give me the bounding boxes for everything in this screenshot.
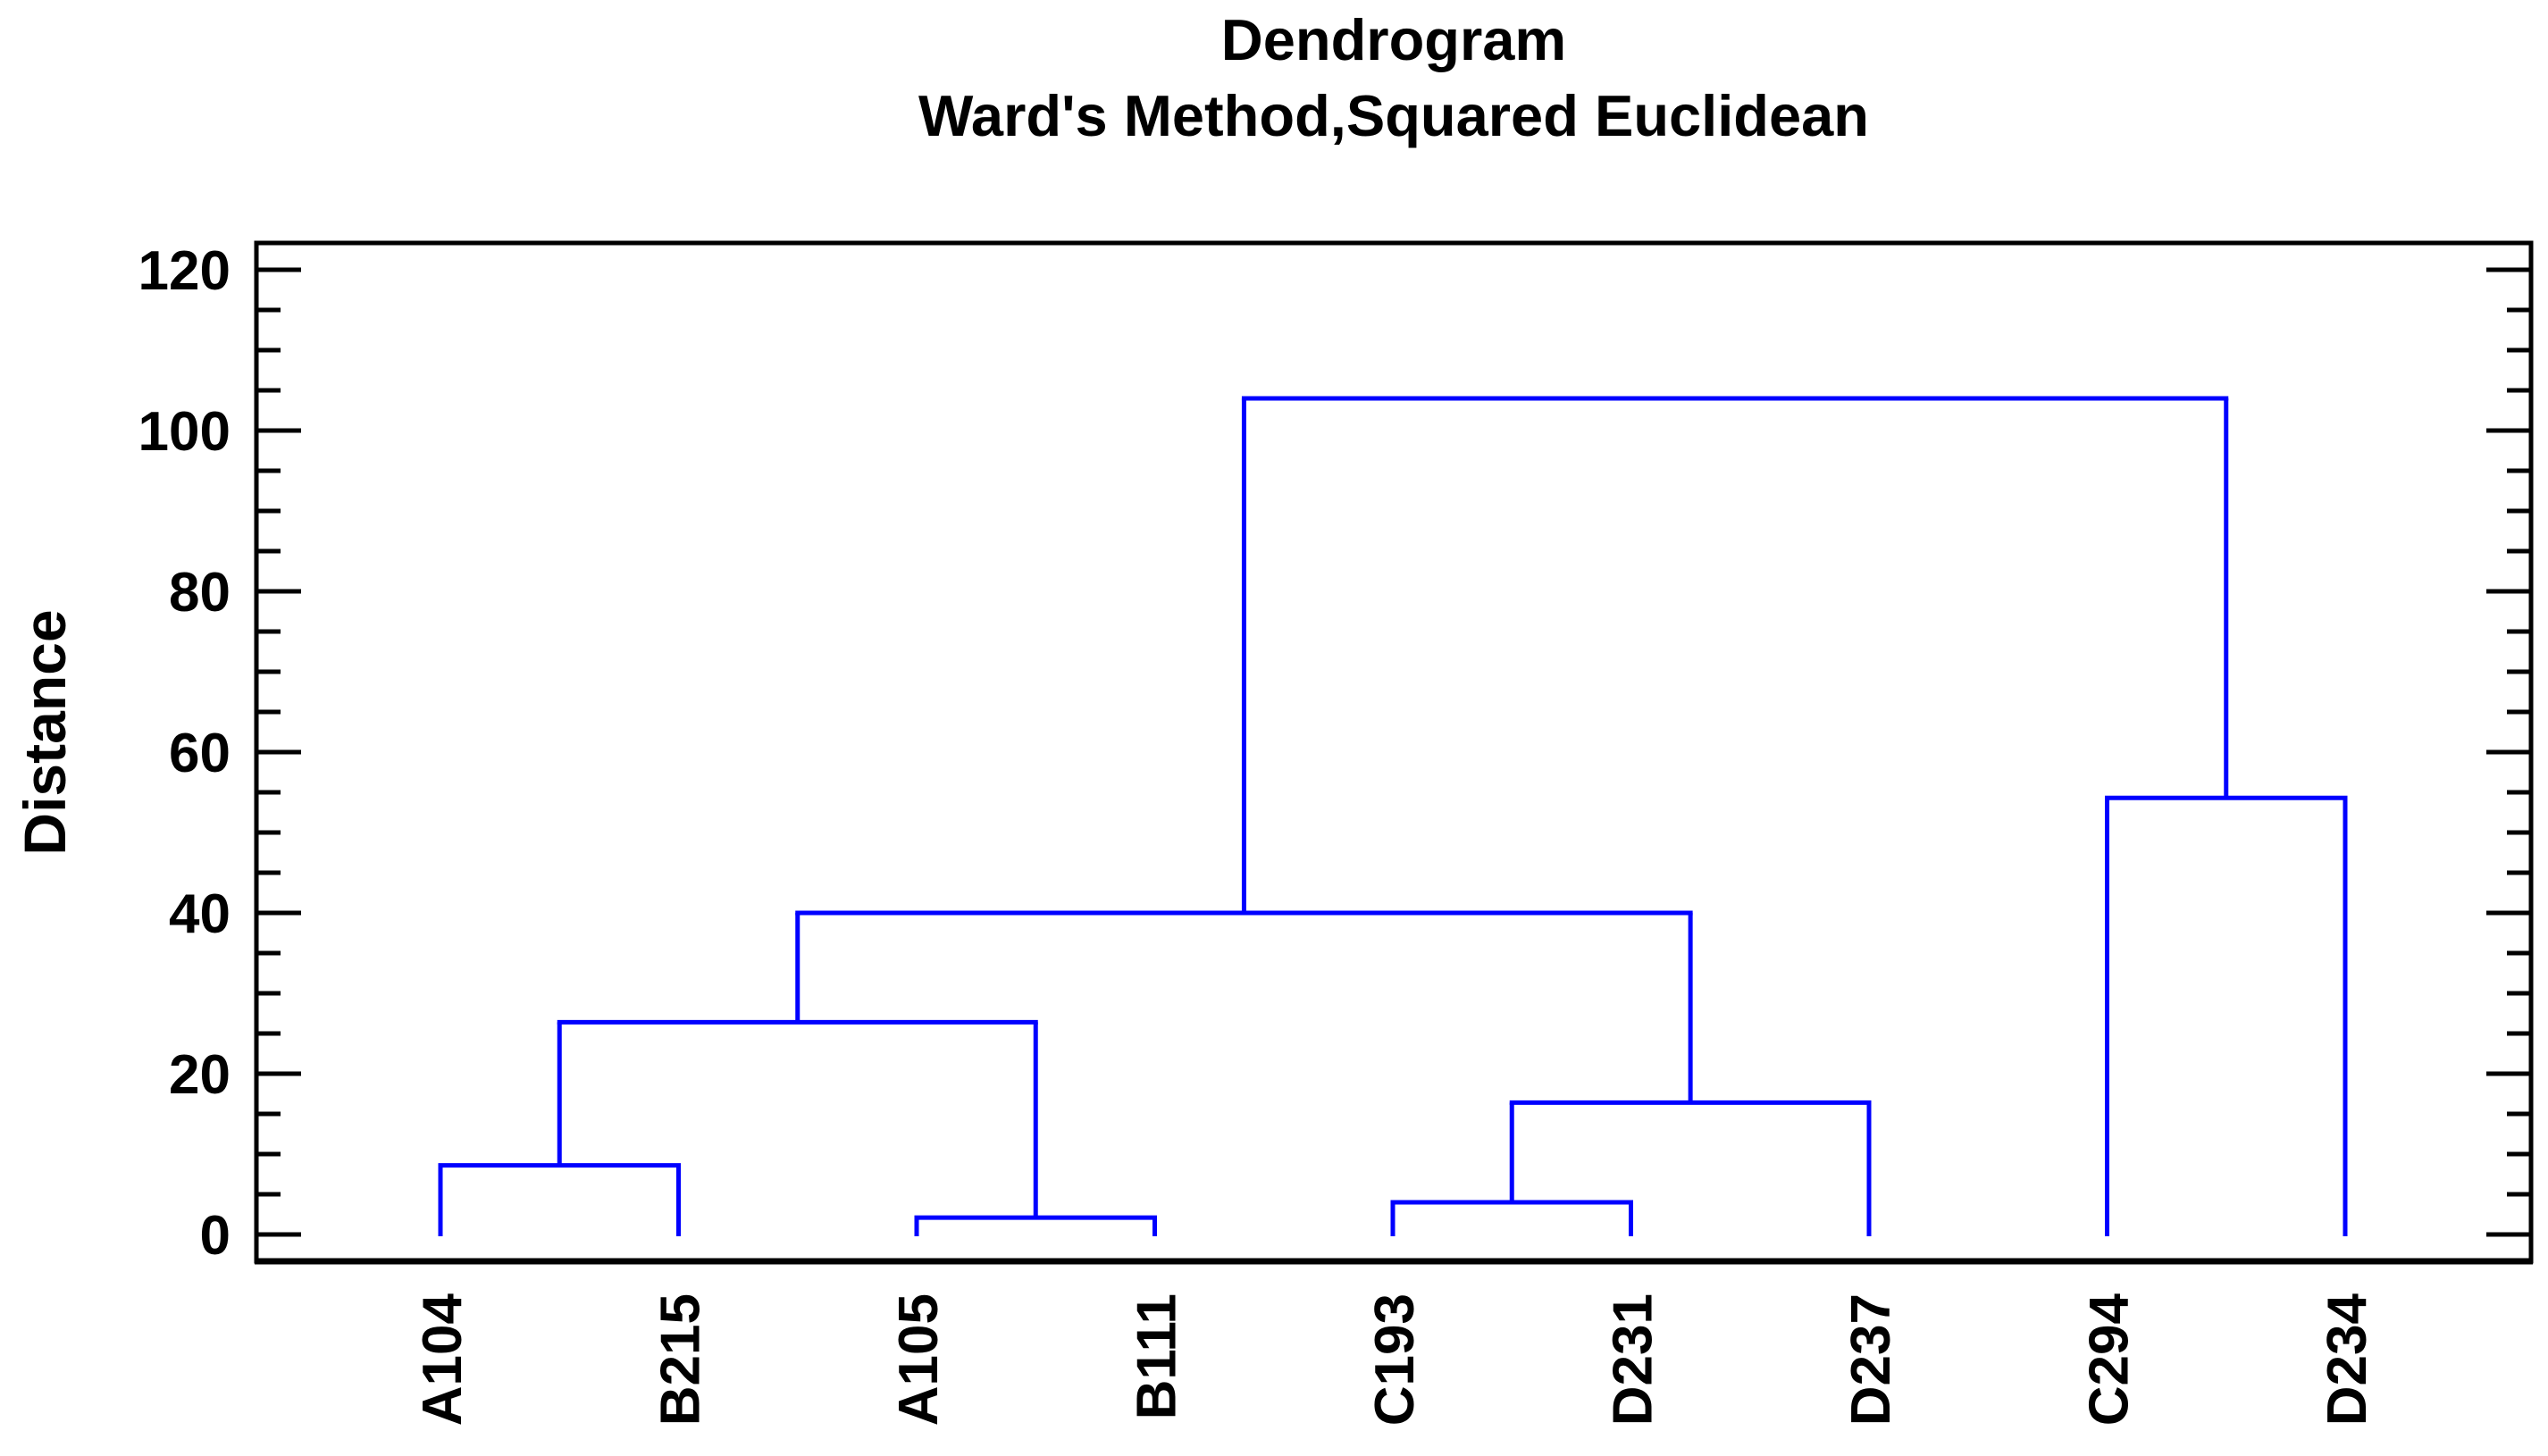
x-leaf-label: D237	[1840, 1293, 1902, 1426]
x-leaf-label: D231	[1603, 1293, 1664, 1426]
y-tick-label: 120	[138, 240, 230, 302]
y-tick-label: 100	[138, 401, 230, 463]
x-leaf-label: A105	[888, 1293, 950, 1426]
x-leaf-label: D234	[2317, 1293, 2378, 1426]
x-leaf-label: A104	[412, 1293, 474, 1426]
plot-frame	[254, 240, 2534, 1264]
y-tick-label: 40	[169, 883, 230, 945]
x-leaf-label: C193	[1364, 1293, 1426, 1426]
x-leaf-label: B111	[1127, 1293, 1188, 1419]
chart-subtitle: Ward's Method,Squared Euclidean	[918, 83, 1870, 148]
y-tick-label: 80	[169, 562, 230, 623]
y-tick-label: 0	[200, 1205, 230, 1267]
y-tick-label: 20	[169, 1044, 230, 1106]
x-leaf-label: C294	[2079, 1293, 2141, 1426]
x-leaf-label: B215	[650, 1293, 712, 1426]
chart-title: Dendrogram	[1220, 7, 1567, 72]
y-tick-label: 60	[169, 723, 230, 784]
